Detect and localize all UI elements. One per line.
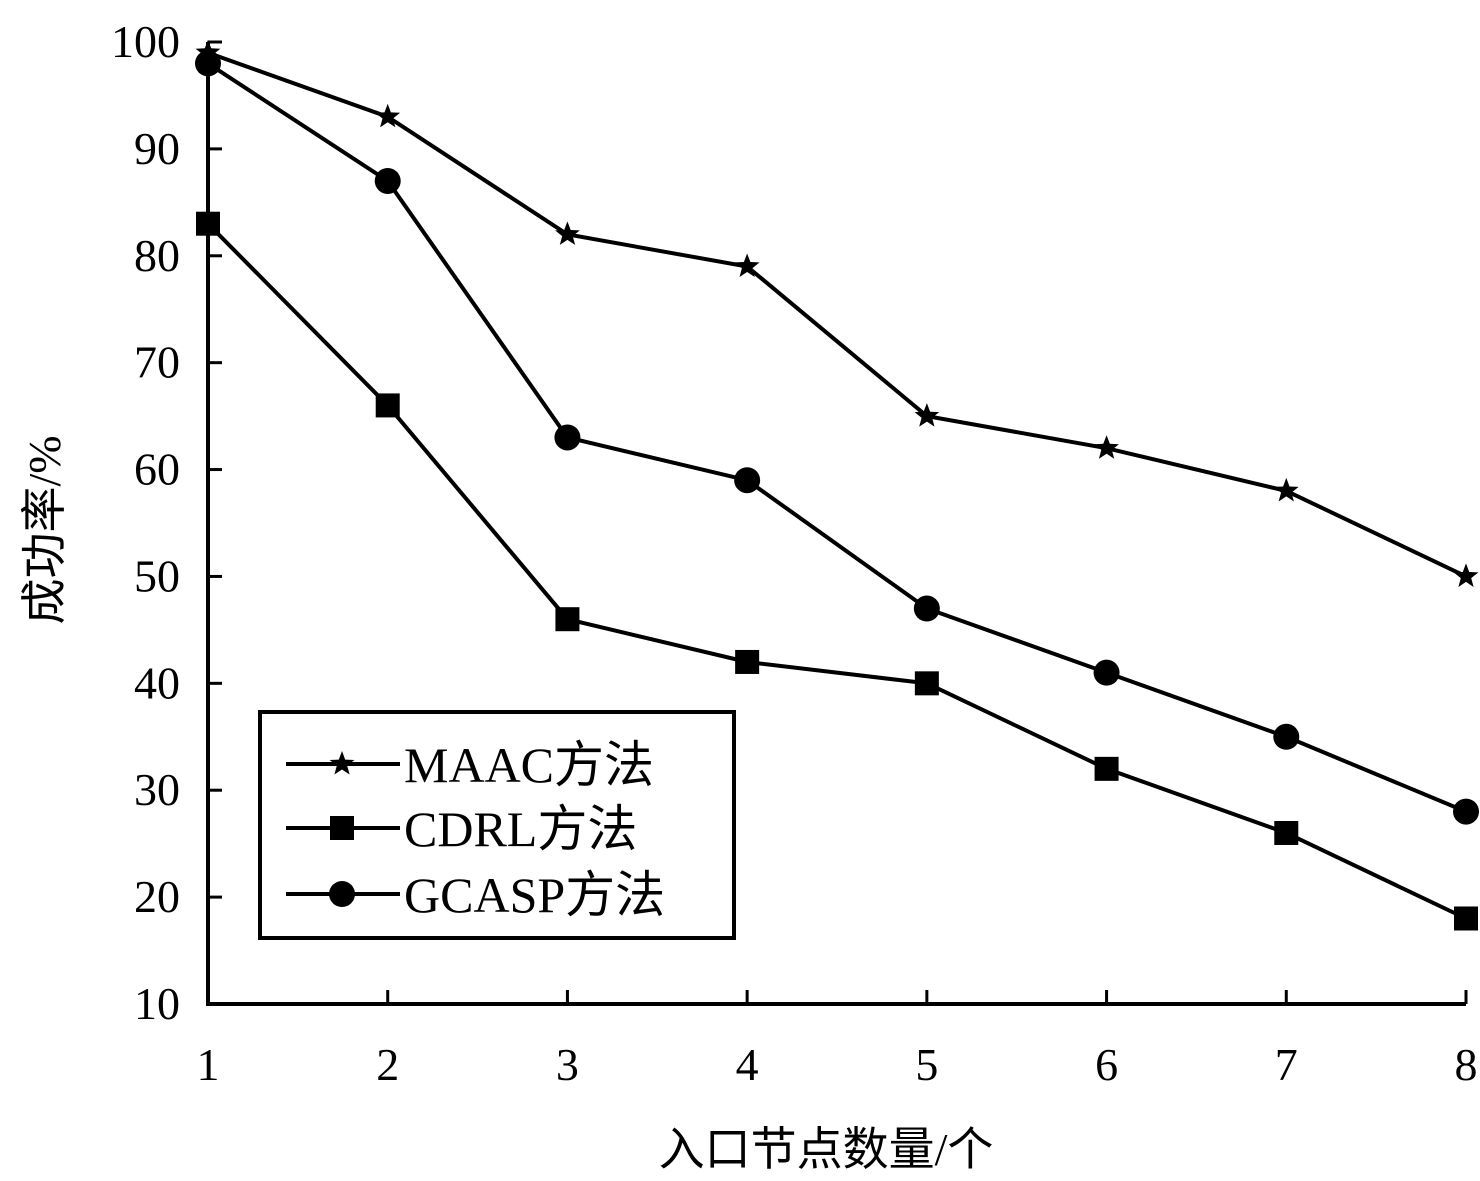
legend-marker-square [330,816,354,840]
y-tick-label: 70 [134,337,180,388]
series-line [207,50,1467,579]
legend-label: CDRL方法 [404,801,637,857]
y-tick-label: 10 [134,978,180,1029]
data-point-star [734,253,760,277]
y-tick-label: 90 [134,123,180,174]
data-point-star [1094,435,1119,459]
series-square [196,211,1478,931]
data-point-circle [734,467,761,494]
y-axis-title: 成功率/% [19,435,70,624]
y-tick-label: 100 [111,16,180,67]
data-point-star [914,403,940,427]
data-point-star [555,221,580,245]
y-tick-label: 50 [134,550,180,601]
series-circle [195,50,1479,825]
data-point-star [1273,477,1299,502]
x-axis-ticks: 1 2 3 4 5 6 7 8 [197,990,1478,1090]
x-tick-label: 2 [376,1039,399,1090]
data-point-square [1454,906,1478,931]
legend-marker-star [329,751,355,775]
data-point-square [1094,756,1119,781]
y-tick-label: 40 [134,657,180,708]
legend-marker-circle [329,881,355,907]
x-tick-label: 6 [1095,1039,1118,1090]
legend: MAAC方法 CDRL方法 GCASP方法 [258,710,736,940]
y-axis-ticks: 10 20 30 40 50 60 70 80 90 100 [111,16,222,1029]
x-tick-label: 5 [915,1039,938,1090]
data-point-circle [1273,723,1300,750]
data-point-square [735,649,760,674]
series-line [206,61,1467,814]
x-axis-title: 入口节点数量/个 [659,1124,994,1175]
data-point-square [555,607,580,632]
x-tick-label: 7 [1275,1039,1298,1090]
data-point-circle [554,424,581,451]
data-point-square [196,211,220,236]
y-tick-label: 30 [134,764,180,815]
data-point-circle [195,50,221,77]
axes [206,42,1466,1006]
data-point-star [1453,563,1479,587]
y-tick-label: 20 [134,871,180,922]
y-tick-label: 80 [134,230,180,281]
data-point-circle [913,595,940,622]
data-point-circle [374,167,401,194]
x-tick-label: 8 [1455,1039,1478,1090]
data-point-square [375,393,400,418]
series-layer [195,39,1479,931]
data-point-square [1274,820,1299,845]
data-point-square [914,671,939,696]
data-point-circle [1093,659,1120,686]
series-star [195,39,1479,587]
legend-label: GCASP方法 [404,867,665,923]
legend-label: MAAC方法 [404,737,654,793]
x-tick-label: 1 [197,1039,220,1090]
data-point-circle [1453,798,1479,825]
x-tick-label: 3 [556,1039,579,1090]
data-point-star [375,103,401,128]
y-tick-label: 60 [134,444,180,495]
x-tick-label: 4 [736,1039,759,1090]
series-line [206,222,1467,921]
